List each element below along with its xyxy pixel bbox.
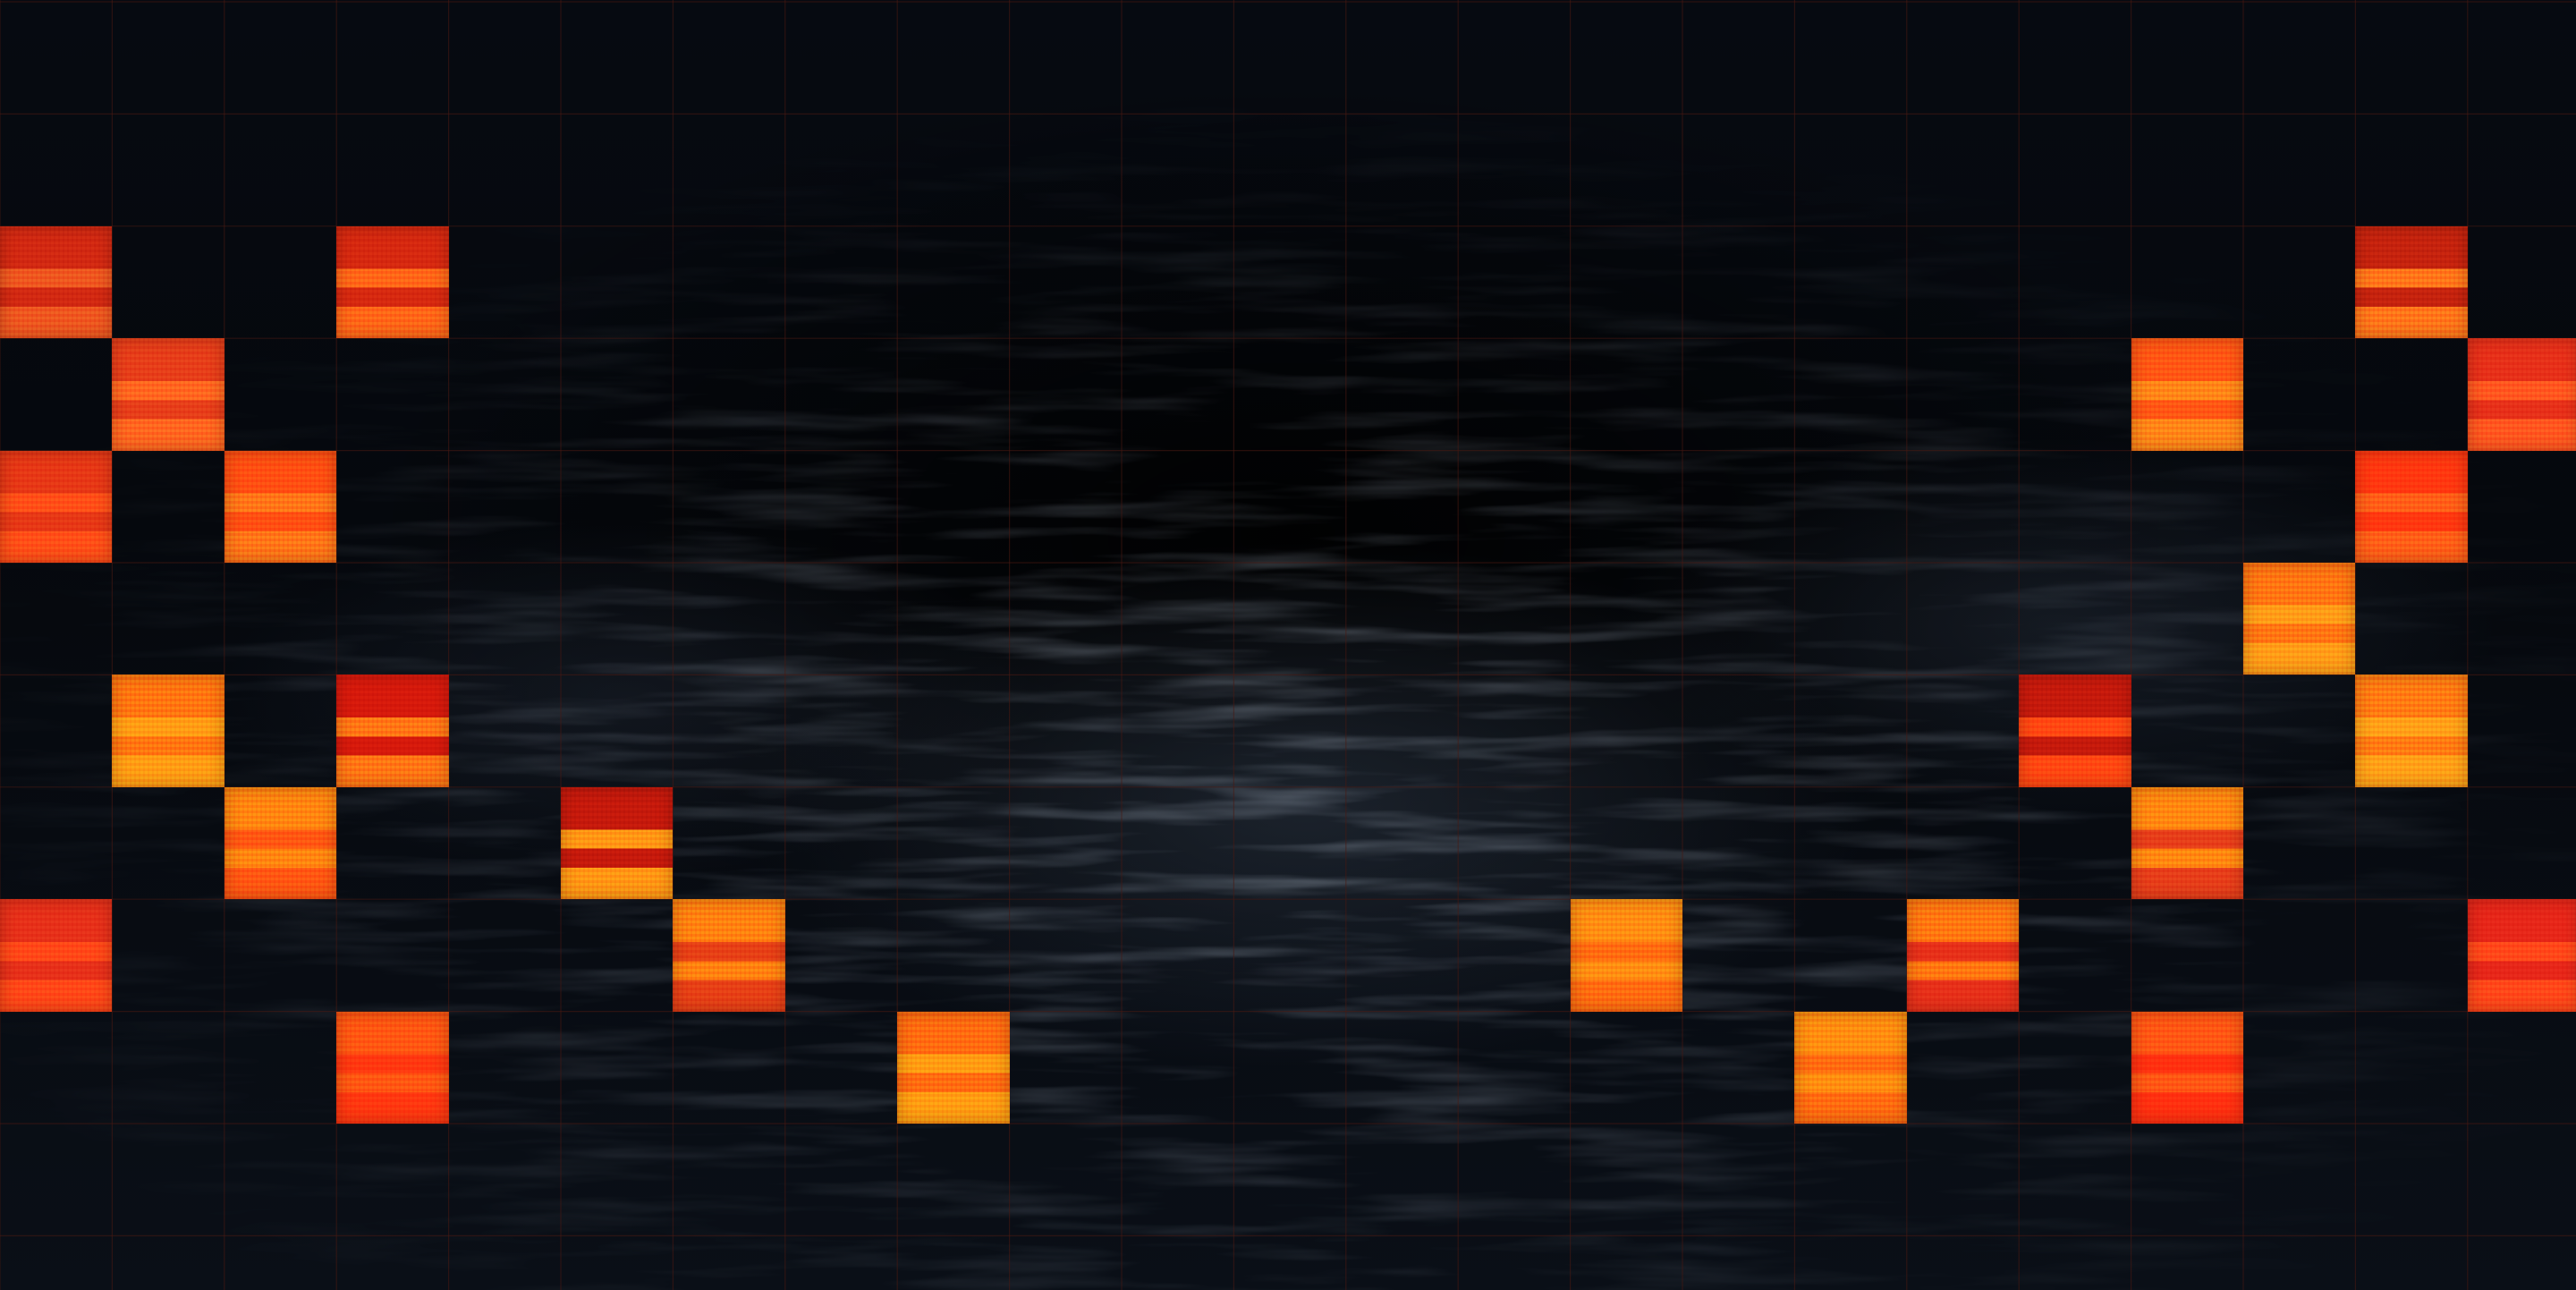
- lava-tile[interactable]: [336, 1011, 449, 1124]
- tile-texture: [2467, 899, 2576, 1012]
- lava-tile[interactable]: [0, 450, 113, 563]
- lava-tile[interactable]: [897, 1011, 1010, 1124]
- tile-texture: [673, 899, 785, 1012]
- lava-tile[interactable]: [2131, 786, 2243, 900]
- tile-texture: [897, 1011, 1010, 1124]
- lava-tile[interactable]: [2243, 563, 2356, 675]
- tile-texture: [0, 225, 113, 339]
- lava-tile[interactable]: [1570, 899, 1682, 1012]
- lava-tile[interactable]: [1794, 1011, 1907, 1124]
- tile-texture: [224, 786, 337, 900]
- lava-tile[interactable]: [2355, 450, 2468, 563]
- lava-tile[interactable]: [2355, 225, 2468, 339]
- tile-texture: [2355, 225, 2468, 339]
- tile-texture: [1570, 899, 1682, 1012]
- lava-tile[interactable]: [2467, 899, 2576, 1012]
- lava-tile[interactable]: [1906, 899, 2020, 1012]
- tile-texture: [112, 338, 225, 451]
- tile-texture: [2467, 338, 2576, 451]
- lava-tile[interactable]: [2131, 338, 2243, 451]
- lava-tile[interactable]: [224, 450, 337, 563]
- tile-texture: [2131, 338, 2243, 451]
- tile-texture: [2131, 786, 2243, 900]
- lava-tile[interactable]: [0, 899, 113, 1012]
- lava-tile[interactable]: [2131, 1011, 2243, 1124]
- lava-tile[interactable]: [336, 675, 449, 787]
- tile-texture: [224, 450, 337, 563]
- lava-tile[interactable]: [224, 786, 337, 900]
- tile-texture: [0, 899, 113, 1012]
- tile-texture: [2355, 675, 2468, 787]
- tile-texture: [112, 675, 225, 787]
- tile-texture: [561, 786, 674, 900]
- tile-texture: [336, 1011, 449, 1124]
- tile-texture: [2355, 450, 2468, 563]
- tile-texture: [1906, 899, 2020, 1012]
- lava-tile[interactable]: [336, 225, 449, 339]
- lava-tile[interactable]: [2355, 675, 2468, 787]
- lava-tile[interactable]: [2467, 338, 2576, 451]
- tile-texture: [1794, 1011, 1907, 1124]
- tile-texture: [2131, 1011, 2243, 1124]
- lava-tile[interactable]: [673, 899, 785, 1012]
- tile-texture: [0, 450, 113, 563]
- tile-texture: [336, 225, 449, 339]
- tile-texture: [2019, 675, 2131, 787]
- lava-tile[interactable]: [561, 786, 674, 900]
- lava-tile[interactable]: [2019, 675, 2131, 787]
- lava-tile[interactable]: [0, 225, 113, 339]
- lava-tile[interactable]: [112, 338, 225, 451]
- tile-texture: [336, 675, 449, 787]
- lava-tile[interactable]: [112, 675, 225, 787]
- tile-texture: [2243, 563, 2356, 675]
